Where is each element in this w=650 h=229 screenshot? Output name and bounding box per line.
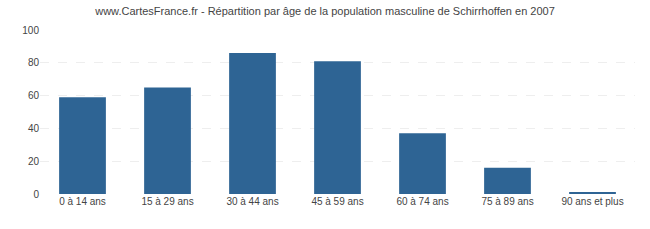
svg-text:20: 20 [28,156,40,167]
svg-text:15 à 29 ans: 15 à 29 ans [141,196,193,207]
svg-text:90 ans et plus: 90 ans et plus [561,196,623,207]
svg-text:www.CartesFrance.fr - Répartit: www.CartesFrance.fr - Répartition par âg… [94,5,555,17]
svg-text:40: 40 [28,123,40,134]
svg-text:75 à 89 ans: 75 à 89 ans [481,196,533,207]
svg-text:30 à 44 ans: 30 à 44 ans [226,196,278,207]
svg-text:0 à 14 ans: 0 à 14 ans [59,196,106,207]
svg-text:60 à 74 ans: 60 à 74 ans [396,196,448,207]
svg-text:45 à 59 ans: 45 à 59 ans [311,196,363,207]
svg-text:100: 100 [22,25,39,36]
svg-text:0: 0 [33,189,39,200]
svg-text:80: 80 [28,57,40,68]
svg-text:60: 60 [28,90,40,101]
